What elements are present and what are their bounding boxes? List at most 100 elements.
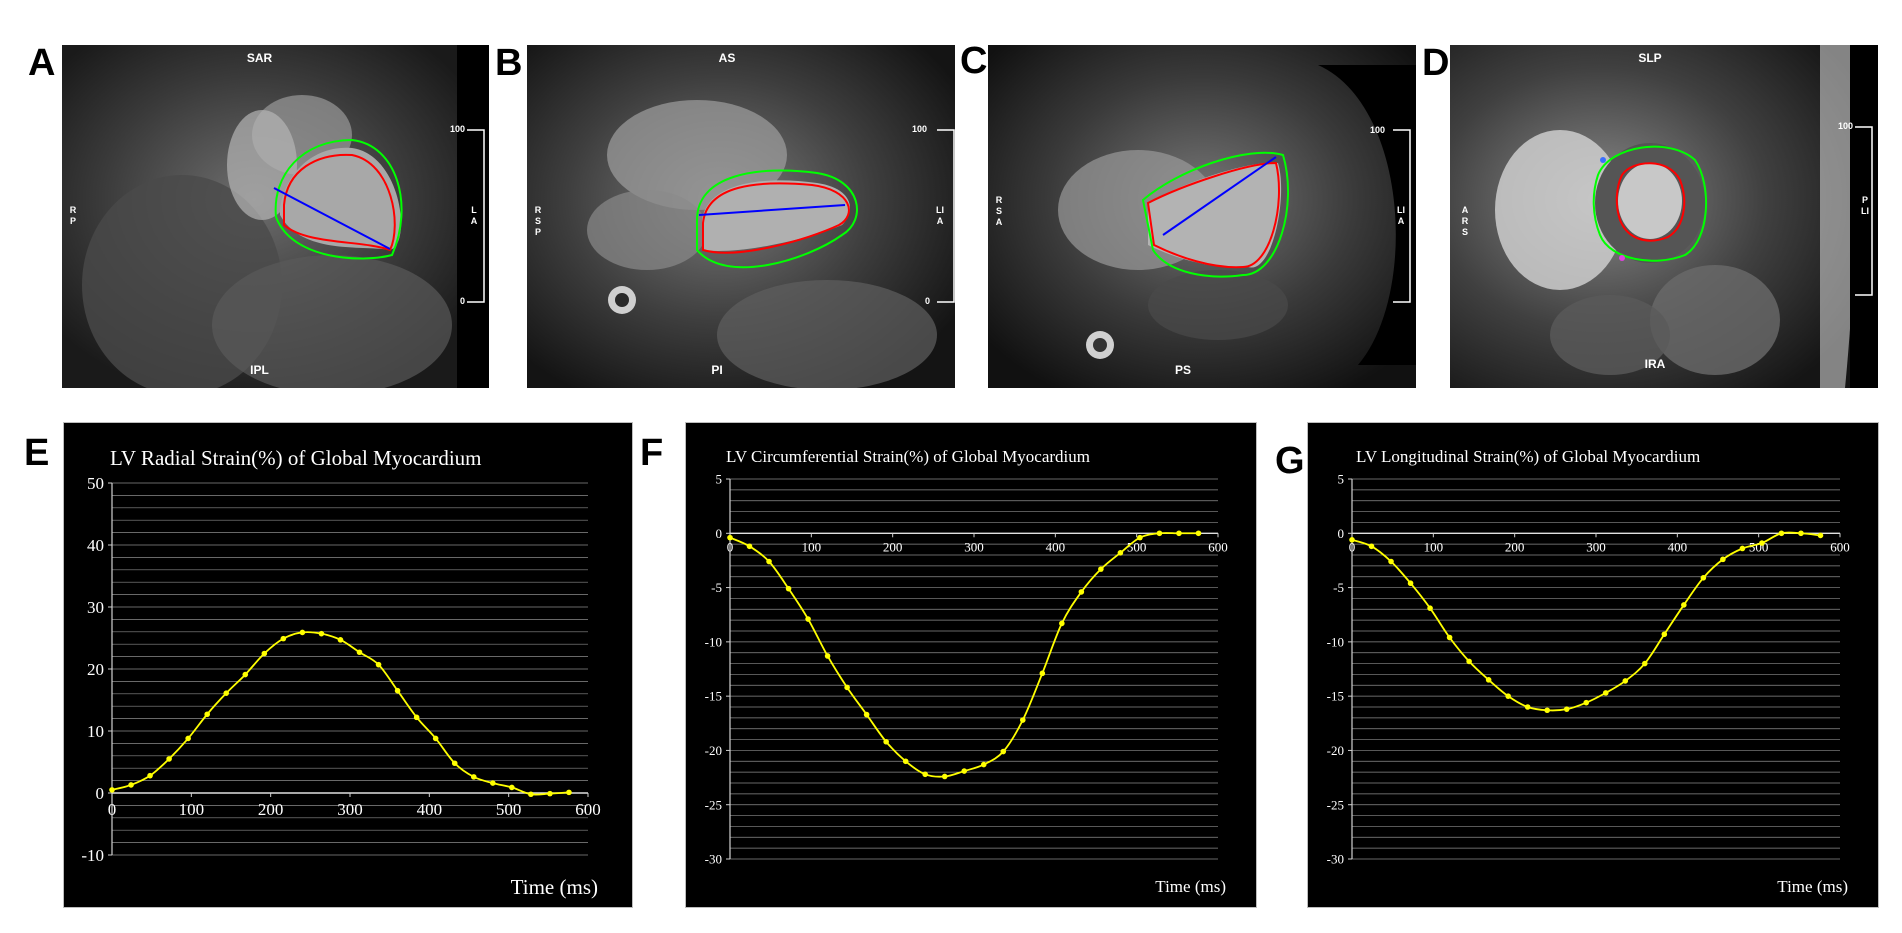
data-point: [109, 787, 115, 793]
data-point: [902, 758, 909, 765]
data-point: [223, 690, 230, 696]
data-point: [1505, 693, 1511, 699]
data-point: [941, 773, 948, 780]
data-point: [1446, 634, 1453, 641]
mri-image-c: [988, 45, 1416, 388]
data-point: [844, 684, 850, 691]
data-point: [490, 780, 496, 786]
data-point: [883, 738, 889, 745]
data-point: [1368, 543, 1375, 550]
strain-curve: [729, 532, 1199, 778]
data-point: [128, 782, 134, 788]
strain-curve: [1351, 531, 1821, 712]
data-point: [566, 789, 572, 796]
data-point: [1466, 658, 1472, 665]
data-point: [375, 661, 382, 668]
data-point: [727, 534, 733, 541]
chart-f-svg: LV Circumferential Strain(%) of Global M…: [705, 447, 1228, 896]
data-point: [1137, 534, 1143, 541]
y-tick-label: -20: [705, 743, 722, 758]
orientation-left-d: ARS: [1461, 205, 1469, 237]
data-point: [961, 768, 968, 774]
data-point: [185, 735, 191, 742]
y-tick-label: 30: [87, 598, 104, 617]
data-point: [922, 771, 928, 778]
data-point: [451, 760, 458, 767]
epicardium-contour: [1592, 145, 1708, 262]
chart-e-radial-strain: LV Radial Strain(%) of Global Myocardium…: [63, 422, 633, 908]
y-tick-label: 5: [1338, 472, 1345, 487]
y-tick-label: -25: [1327, 797, 1344, 812]
orientation-top-d: SLP: [1638, 51, 1662, 65]
data-point: [1759, 540, 1765, 546]
data-point: [1098, 566, 1104, 572]
orientation-bottom-c: PS: [1174, 363, 1191, 377]
data-point: [1681, 602, 1687, 608]
data-point: [318, 630, 325, 637]
data-point: [1039, 670, 1046, 677]
data-point: [432, 735, 439, 742]
orientation-right-c: LIA: [1397, 205, 1405, 226]
orientation-right-b: LIA: [936, 205, 944, 226]
orientation-bottom-d: IRA: [1644, 357, 1666, 371]
panel-letter-b: B: [495, 42, 523, 84]
data-point: [242, 671, 249, 678]
orientation-top-b: AS: [718, 51, 736, 65]
data-point: [805, 616, 811, 622]
y-tick-label: 5: [716, 472, 723, 487]
x-tick-label: 600: [1208, 539, 1228, 554]
y-tick-label: -20: [1327, 743, 1344, 758]
scale-bottom-a: 0: [460, 296, 466, 306]
mri-panel-c: PS RSA LIA 100: [988, 45, 1416, 388]
data-point: [1798, 530, 1804, 537]
x-axis-label: Time (ms): [511, 875, 598, 899]
mri-panel-b: AS PI RSP LIA 100 0: [527, 45, 955, 388]
y-tick-label: -5: [711, 580, 722, 595]
endocardium-contour: [283, 153, 396, 252]
x-tick-label: 500: [496, 800, 521, 819]
data-point: [413, 714, 420, 721]
data-point: [1078, 589, 1085, 595]
chart-g-svg: LV Longitudinal Strain(%) of Global Myoc…: [1327, 447, 1850, 896]
data-point: [356, 649, 363, 656]
y-tick-label: -30: [1327, 852, 1344, 867]
long-axis-line: [273, 187, 391, 250]
mri-panel-d: SLP IRA ARS PLI 100: [1450, 45, 1878, 388]
scale-bottom-b: 0: [925, 296, 931, 306]
scale-top-b: 100: [912, 124, 928, 134]
chart-title: LV Longitudinal Strain(%) of Global Myoc…: [1356, 447, 1700, 466]
orientation-left-b: RSP: [534, 205, 542, 237]
y-tick-label: 0: [1338, 526, 1345, 541]
x-tick-label: 300: [1586, 539, 1606, 554]
y-tick-label: -10: [81, 846, 104, 865]
chart-g-longitudinal-strain: LV Longitudinal Strain(%) of Global Myoc…: [1307, 422, 1879, 908]
data-point: [1485, 677, 1492, 683]
x-tick-label: 100: [802, 539, 822, 554]
data-point: [766, 558, 772, 565]
epicardium-contour: [696, 169, 858, 269]
epicardium-contour: [274, 138, 403, 260]
orientation-right-a: LA: [470, 205, 478, 226]
x-tick-label: 200: [883, 539, 903, 554]
y-tick-label: 0: [96, 784, 105, 803]
data-point: [280, 635, 287, 642]
data-point: [261, 650, 268, 657]
chart-f-circumferential-strain: LV Circumferential Strain(%) of Global M…: [685, 422, 1257, 908]
mri-panel-a: SAR IPL RP LA 100 0: [62, 45, 489, 388]
panel-letter-d: D: [1422, 42, 1450, 84]
data-point: [1195, 530, 1202, 537]
orientation-bottom-a: IPL: [250, 363, 269, 377]
mri-image-b: [527, 45, 955, 388]
data-point: [1602, 690, 1609, 696]
long-axis-line: [1162, 156, 1277, 236]
y-tick-label: -10: [705, 634, 722, 649]
x-tick-label: 0: [727, 539, 734, 554]
data-point: [1156, 530, 1163, 537]
data-point: [547, 790, 553, 797]
panel-letter-a: A: [28, 42, 56, 84]
endocardium-contour: [1615, 162, 1686, 242]
x-tick-label: 500: [1127, 539, 1147, 554]
long-axis-line: [698, 204, 846, 216]
data-point: [147, 772, 153, 779]
chart-e-svg: LV Radial Strain(%) of Global Myocardium…: [81, 446, 600, 899]
